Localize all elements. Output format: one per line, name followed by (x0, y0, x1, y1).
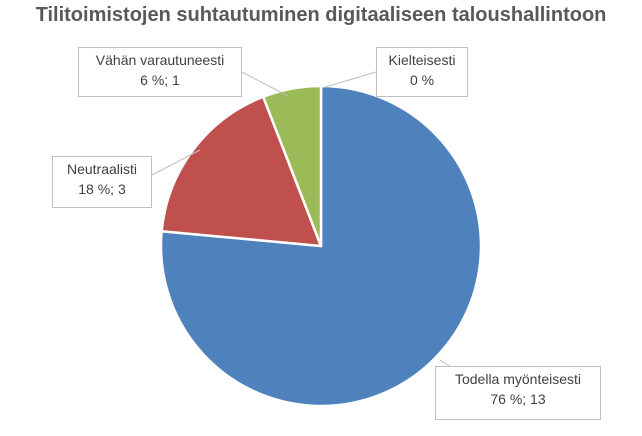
slice-label-value: 6 %; 1 (140, 72, 180, 88)
slice-label-name: Todella myönteisesti (454, 371, 582, 387)
slice-label-neutraalisti: Neutraalisti 18 %; 3 (52, 156, 152, 208)
leader-line-kielteisesti (321, 71, 377, 89)
slice-label-kielteisesti: Kielteisesti 0 % (376, 47, 468, 97)
slice-label-value: 0 % (409, 72, 435, 88)
pie-slice-v-h-n-varautuneesti (261, 84, 323, 248)
chart-title: Tilitoimistojen suhtautuminen digitaalis… (35, 4, 607, 26)
leader-line-neutraalisti (151, 149, 201, 176)
slice-label-value: 18 %; 3 (78, 181, 126, 197)
leader-line-v-h-n-varautuneesti (241, 71, 289, 97)
slice-label-name: Vähän varautuneesti (95, 52, 225, 68)
slice-label-vahan-varautuneesti: Vähän varautuneesti 6 %; 1 (78, 47, 242, 97)
pie-slice-neutraalisti (160, 95, 323, 248)
slice-label-name: Neutraalisti (66, 161, 138, 177)
slice-label-value: 76 %; 13 (490, 391, 546, 407)
slice-label-name: Kielteisesti (388, 52, 456, 68)
slice-label-todella-myonteisesti: Todella myönteisesti 76 %; 13 (435, 366, 601, 420)
